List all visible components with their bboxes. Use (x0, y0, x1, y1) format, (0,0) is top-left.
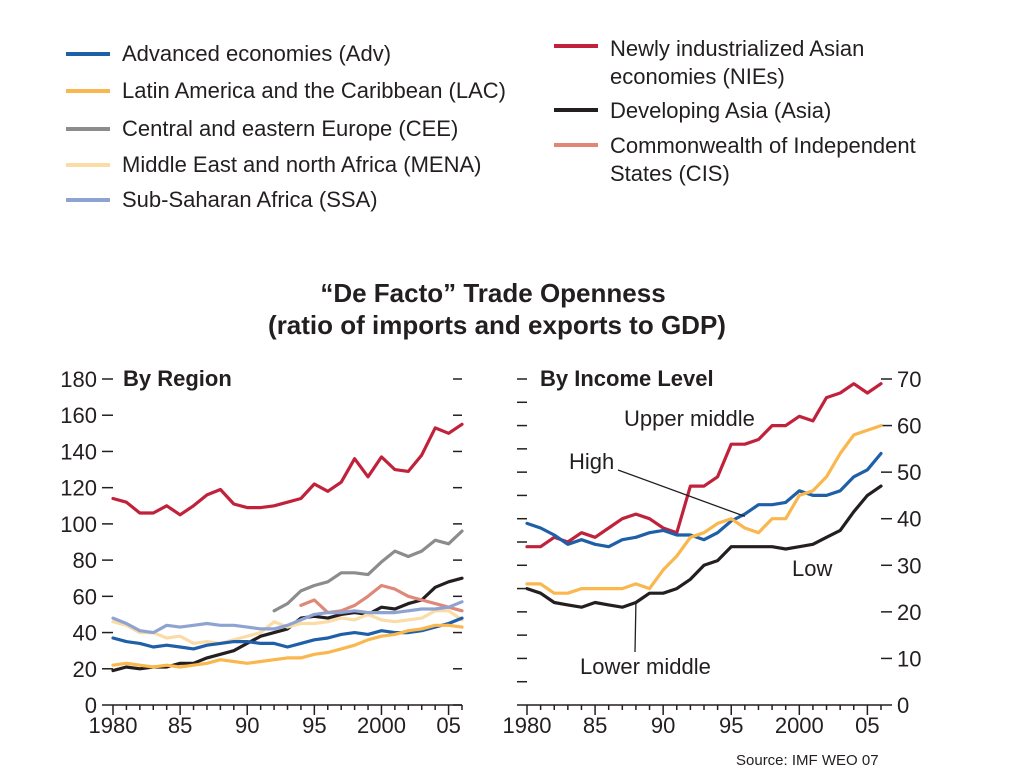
annotation-pointer-high (617, 469, 746, 517)
legend-label-asia: Developing Asia (Asia) (610, 98, 831, 123)
panel-title: By Income Level (540, 366, 714, 391)
legend-label-cee: Central and eastern Europe (CEE) (122, 116, 458, 141)
y-tick-label: 0 (85, 693, 97, 718)
y-tick-label: 140 (60, 439, 97, 464)
annotation-pointer-lowermid (634, 602, 637, 653)
x-tick-label: 05 (855, 713, 879, 738)
legend-label-mena: Middle East and north Africa (MENA) (122, 152, 481, 177)
annotation-low: Low (792, 556, 832, 581)
y-tick-label: 180 (60, 367, 97, 392)
legend-label-cis-line1: Commonwealth of Independent (610, 133, 916, 158)
legend-left: Advanced economies (Adv) Latin America a… (66, 41, 506, 212)
series-line-ssa (111, 600, 464, 635)
legend-label-nies-line1: Newly industrialized Asian (610, 36, 864, 61)
series-line-mena (111, 609, 464, 646)
panel-title: By Region (123, 366, 232, 391)
chart-title-line1: “De Facto” Trade Openness (320, 278, 665, 308)
annotation-high: High (569, 449, 614, 474)
y-tick-label: 40 (897, 507, 921, 532)
series-line-high (525, 451, 883, 549)
legend-label-cis: Commonwealth of Independent States (CIS) (610, 133, 922, 186)
x-tick-label: 95 (719, 713, 743, 738)
series-line-lac (111, 623, 464, 669)
x-tick-label: 1980 (89, 713, 138, 738)
x-tick-label: 2000 (775, 713, 824, 738)
y-tick-label: 0 (897, 693, 909, 718)
source-note: Source: IMF WEO 07 (736, 752, 879, 768)
legend: Advanced economies (Adv) Latin America a… (66, 36, 922, 212)
legend-label-lac: Latin America and the Caribbean (LAC) (122, 78, 506, 103)
legend-label-ssa: Sub-Saharan Africa (SSA) (122, 187, 378, 212)
legend-label-nies-line2: economies (NIEs) (610, 64, 785, 89)
y-tick-label: 20 (897, 600, 921, 625)
legend-right: Newly industrialized Asian economies (NI… (554, 36, 922, 186)
x-tick-label: 90 (651, 713, 675, 738)
y-tick-label: 40 (73, 621, 97, 646)
panel-by-income-level: 0 10 20 30 40 50 60 70 1980 85 90 95 2000 05 By Income… (503, 366, 922, 738)
y-tick-label: 60 (73, 584, 97, 609)
x-tick-label: 1980 (503, 713, 552, 738)
y-tick-label: 120 (60, 476, 97, 501)
y-tick-label: 60 (897, 414, 921, 439)
legend-label-nies: Newly industrialized Asian economies (NI… (610, 36, 870, 89)
chart-title-line2: (ratio of imports and exports to GDP) (268, 310, 726, 340)
x-tick-label: 05 (436, 713, 460, 738)
series-line-adv (111, 616, 464, 651)
y-tick-label: 70 (897, 367, 921, 392)
x-tick-label: 90 (235, 713, 259, 738)
y-tick-label: 80 (73, 548, 97, 573)
panel-by-region: 0 20 40 60 80 100 120 140 160 180 1980 85 90 95 2000 05… (60, 366, 464, 738)
y-tick-label: 100 (60, 512, 97, 537)
y-tick-label: 50 (897, 460, 921, 485)
legend-label-cis-line2: States (CIS) (610, 161, 730, 186)
series-line-nies (111, 422, 464, 517)
y-tick-label: 30 (897, 553, 921, 578)
series-line-upper (525, 382, 883, 549)
legend-label-adv: Advanced economies (Adv) (122, 41, 391, 66)
annotation-upper: Upper middle (624, 406, 755, 431)
x-tick-label: 95 (302, 713, 326, 738)
series-line-cee (272, 529, 464, 613)
y-tick-label: 160 (60, 403, 97, 428)
series-line-lowermid (525, 424, 883, 595)
y-tick-label: 10 (897, 646, 921, 671)
x-tick-label: 85 (168, 713, 192, 738)
x-tick-label: 2000 (357, 713, 406, 738)
series-line-low (525, 484, 883, 609)
annotation-lowermid: Lower middle (580, 654, 711, 679)
y-tick-label: 20 (73, 657, 97, 682)
x-tick-label: 85 (583, 713, 607, 738)
